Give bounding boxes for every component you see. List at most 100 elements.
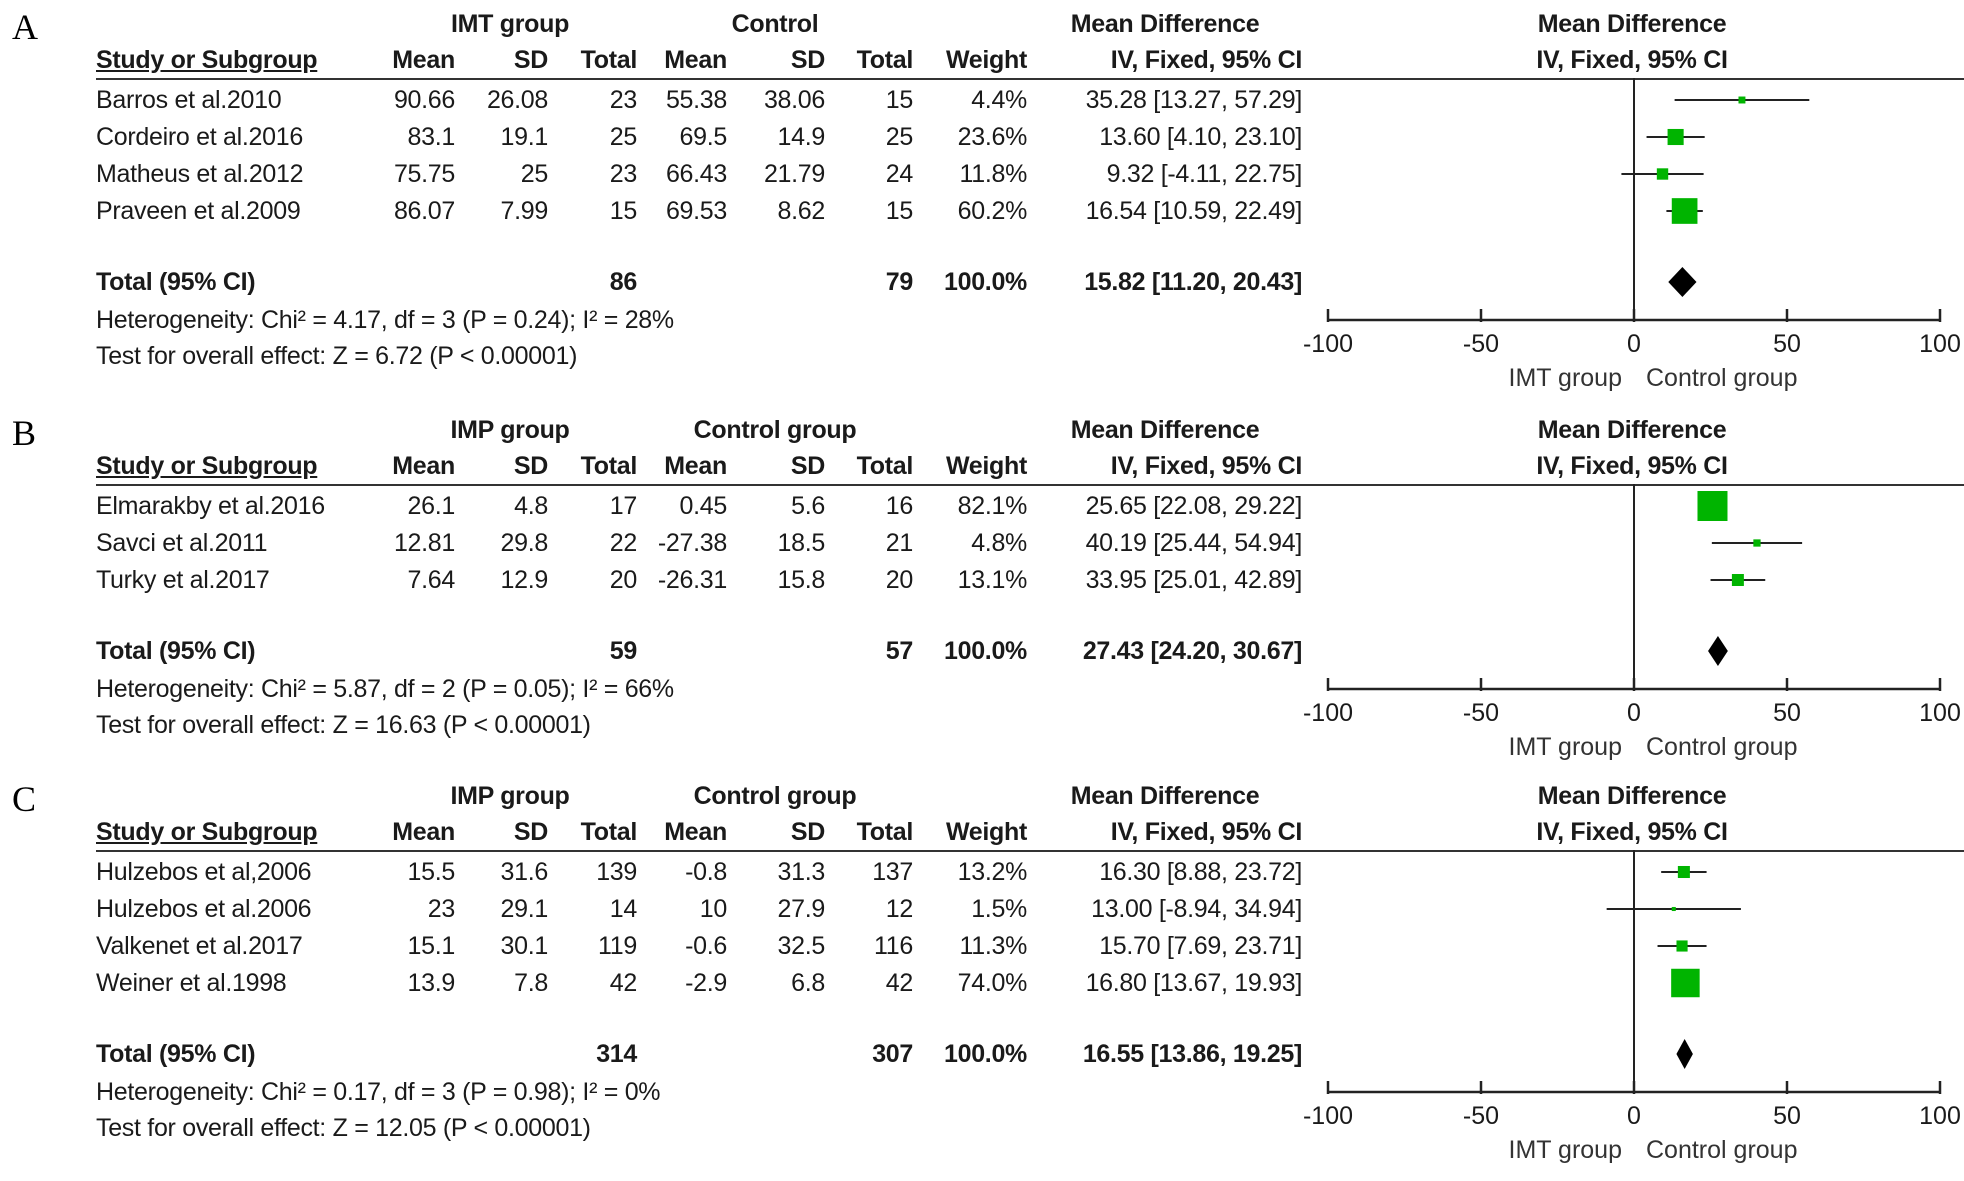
x-tick-label: 50 <box>1773 330 1801 358</box>
column-header-ci: IV, Fixed, 95% CI <box>1110 46 1303 74</box>
ctl-total: 15 <box>885 197 914 225</box>
study-ci: 40.19 [25.44, 54.94] <box>1085 529 1303 557</box>
study-weight: 13.1% <box>957 566 1028 594</box>
favours-left-label: IMT group <box>1509 733 1622 761</box>
header-divider <box>96 484 1964 486</box>
exp-mean: 75.75 <box>393 160 455 188</box>
effect-title-table: Mean Difference <box>1070 416 1260 444</box>
study-marker <box>1753 539 1761 547</box>
x-tick-label: -50 <box>1463 1102 1499 1130</box>
exp-sd: 25 <box>520 160 549 188</box>
effect-title-plot: Mean Difference <box>1537 416 1727 444</box>
study-marker <box>1671 198 1698 224</box>
exp-sd: 29.8 <box>500 529 549 557</box>
study-name: Turky et al.2017 <box>96 566 270 594</box>
study-name: Weiner et al.1998 <box>96 969 287 997</box>
ctl-mean: 10 <box>699 895 728 923</box>
ctl-total: 20 <box>885 566 914 594</box>
forest-plot-area: -100 -50 0 50 100 IMT group Control group <box>1303 484 1961 761</box>
ctl-total: 116 <box>874 932 913 960</box>
study-name: Matheus et al.2012 <box>96 160 304 188</box>
ctl-mean: 55.38 <box>665 86 727 114</box>
exp-sd: 4.8 <box>514 492 548 520</box>
favours-right-label: Control group <box>1646 1136 1797 1164</box>
control-group-header: Control group <box>693 782 857 810</box>
ctl-sd: 21.79 <box>763 160 825 188</box>
total-label: Total (95% CI) <box>96 1040 256 1068</box>
ctl-sd: 6.8 <box>791 969 825 997</box>
exp-sd: 29.1 <box>500 895 549 923</box>
ctl-mean: -0.6 <box>685 932 727 960</box>
study-name: Hulzebos et al,2006 <box>96 858 312 886</box>
exp-sd: 12.9 <box>500 566 549 594</box>
total-ctl: 307 <box>872 1040 913 1068</box>
effect-title-table: Mean Difference <box>1070 782 1260 810</box>
study-ci: 33.95 [25.01, 42.89] <box>1085 566 1303 594</box>
overall-effect-text: Test for overall effect: Z = 16.63 (P < … <box>96 711 591 739</box>
exp-total: 23 <box>609 160 638 188</box>
column-header-ctl-mean: Mean <box>664 818 727 846</box>
study-marker <box>1671 968 1700 998</box>
exp-total: 20 <box>609 566 638 594</box>
favours-right-label: Control group <box>1646 733 1797 761</box>
favours-right-label: Control group <box>1646 364 1797 392</box>
ctl-total: 25 <box>885 123 914 151</box>
column-header-ctl-total: Total <box>856 452 914 480</box>
control-group-header: Control <box>731 10 819 38</box>
study-ci: 25.65 [22.08, 29.22] <box>1085 492 1303 520</box>
ctl-sd: 32.5 <box>777 932 826 960</box>
exp-sd: 19.1 <box>500 123 549 151</box>
exp-total: 42 <box>609 969 638 997</box>
x-tick-label: 100 <box>1919 699 1961 727</box>
exp-total: 119 <box>598 932 637 960</box>
favours-left-label: IMT group <box>1509 1136 1622 1164</box>
total-ctl: 79 <box>885 268 914 296</box>
total-label: Total (95% CI) <box>96 637 256 665</box>
study-ci: 35.28 [13.27, 57.29] <box>1085 86 1303 114</box>
heterogeneity-text: Heterogeneity: Chi² = 5.87, df = 2 (P = … <box>96 675 674 703</box>
exp-total: 15 <box>609 197 638 225</box>
x-tick-label: 0 <box>1627 1102 1641 1130</box>
ctl-total: 42 <box>885 969 914 997</box>
ctl-sd: 15.8 <box>777 566 826 594</box>
experimental-group-header: IMP group <box>450 416 570 444</box>
column-header-weight: Weight <box>945 818 1027 846</box>
column-header-study: Study or Subgroup <box>96 452 318 480</box>
exp-sd: 7.99 <box>500 197 549 225</box>
study-weight: 82.1% <box>957 492 1028 520</box>
column-header-ctl-sd: SD <box>790 46 825 74</box>
ctl-total: 15 <box>885 86 914 114</box>
exp-mean: 83.1 <box>407 123 456 151</box>
panel-letter: A <box>12 7 38 47</box>
total-weight: 100.0% <box>944 637 1027 665</box>
pooled-diamond <box>1708 636 1728 666</box>
column-header-weight: Weight <box>945 46 1027 74</box>
study-weight: 23.6% <box>957 123 1028 151</box>
ctl-sd: 8.62 <box>777 197 826 225</box>
exp-mean: 13.9 <box>407 969 456 997</box>
column-header-ctl-mean: Mean <box>664 46 727 74</box>
x-tick-label: 50 <box>1773 1102 1801 1130</box>
x-tick-label: -100 <box>1303 1102 1353 1130</box>
study-weight: 13.2% <box>957 858 1028 886</box>
study-name: Savci et al.2011 <box>96 529 268 557</box>
total-exp: 86 <box>609 268 638 296</box>
exp-mean: 90.66 <box>393 86 455 114</box>
ctl-total: 21 <box>885 529 914 557</box>
exp-mean: 7.64 <box>407 566 456 594</box>
total-exp: 314 <box>596 1040 637 1068</box>
study-ci: 13.00 [-8.94, 34.94] <box>1091 895 1302 923</box>
column-header-ctl-sd: SD <box>790 818 825 846</box>
experimental-group-header: IMT group <box>450 10 570 38</box>
exp-mean: 23 <box>427 895 456 923</box>
overall-effect-text: Test for overall effect: Z = 12.05 (P < … <box>96 1114 591 1142</box>
study-name: Cordeiro et al.2016 <box>96 123 303 151</box>
exp-mean: 15.1 <box>407 932 456 960</box>
x-tick-label: 50 <box>1773 699 1801 727</box>
effect-title-plot: Mean Difference <box>1537 782 1727 810</box>
forest-panel-c: C IMP group Control group Mean Difference Me… <box>0 772 1964 1172</box>
column-header-study: Study or Subgroup <box>96 46 318 74</box>
column-header-exp-sd: SD <box>513 818 548 846</box>
total-weight: 100.0% <box>944 1040 1027 1068</box>
x-tick-label: 100 <box>1919 1102 1961 1130</box>
